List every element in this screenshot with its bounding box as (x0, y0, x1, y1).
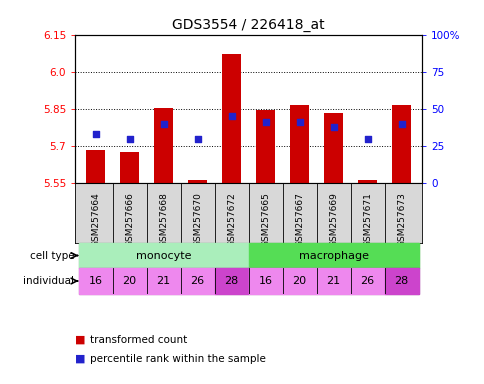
Bar (188, 180, 207, 183)
Text: macrophage: macrophage (298, 250, 368, 260)
Bar (350, 268, 384, 294)
Title: GDS3554 / 226418_at: GDS3554 / 226418_at (172, 18, 324, 32)
Bar (120, 152, 138, 183)
Bar (214, 268, 248, 294)
Text: GSM257666: GSM257666 (125, 192, 134, 247)
Bar (78, 243, 248, 268)
Point (91, 131, 99, 137)
Bar (316, 268, 350, 294)
Point (193, 136, 201, 142)
Point (295, 119, 303, 126)
Bar (248, 268, 282, 294)
Text: 28: 28 (224, 276, 238, 286)
Text: 26: 26 (360, 276, 374, 286)
Text: 28: 28 (393, 276, 408, 286)
Bar (146, 268, 180, 294)
Text: 20: 20 (122, 276, 136, 286)
Text: GSM257669: GSM257669 (328, 192, 337, 247)
Text: GSM257670: GSM257670 (193, 192, 202, 247)
Text: percentile rank within the sample: percentile rank within the sample (90, 354, 265, 364)
Text: 26: 26 (190, 276, 204, 286)
Text: GSM257671: GSM257671 (363, 192, 371, 247)
Text: individual: individual (23, 276, 75, 286)
Point (261, 119, 269, 126)
Bar (86, 150, 105, 183)
Bar (112, 268, 146, 294)
Point (397, 121, 405, 127)
Point (227, 113, 235, 119)
Point (159, 121, 167, 127)
Text: 16: 16 (258, 276, 272, 286)
Text: ■: ■ (75, 335, 86, 345)
Text: 21: 21 (156, 276, 170, 286)
Bar (248, 243, 418, 268)
Text: GSM257664: GSM257664 (91, 192, 100, 247)
Text: monocyte: monocyte (136, 250, 191, 260)
Bar (384, 268, 418, 294)
Text: cell type: cell type (30, 250, 75, 260)
Bar (289, 105, 308, 183)
Bar (358, 180, 376, 183)
Bar (222, 55, 241, 183)
Bar (78, 268, 112, 294)
Text: GSM257665: GSM257665 (260, 192, 270, 247)
Bar (323, 113, 342, 183)
Point (329, 124, 337, 130)
Text: 16: 16 (89, 276, 102, 286)
Point (363, 136, 371, 142)
Text: ■: ■ (75, 354, 86, 364)
Text: GSM257672: GSM257672 (227, 192, 236, 247)
Bar (180, 268, 214, 294)
Text: GSM257673: GSM257673 (396, 192, 405, 247)
Text: GSM257667: GSM257667 (294, 192, 303, 247)
Text: GSM257668: GSM257668 (159, 192, 168, 247)
Bar (256, 110, 274, 183)
Text: 21: 21 (326, 276, 340, 286)
Text: 20: 20 (292, 276, 306, 286)
Text: transformed count: transformed count (90, 335, 187, 345)
Bar (154, 108, 173, 183)
Bar (282, 268, 316, 294)
Bar (392, 105, 410, 183)
Point (125, 136, 133, 142)
